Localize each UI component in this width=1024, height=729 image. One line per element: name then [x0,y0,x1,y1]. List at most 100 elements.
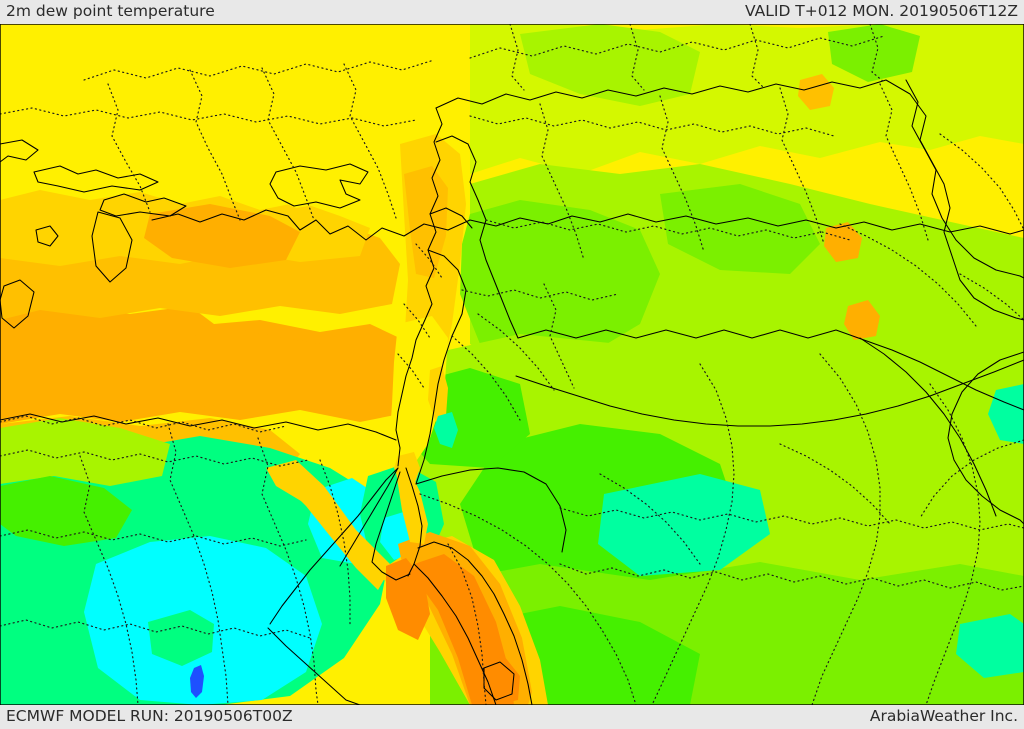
admin-border-syria-2 [539,103,585,261]
admin-border-turkey-5 [343,63,397,219]
admin-border-syria-3 [659,95,705,253]
admin-border-egypt-2 [0,449,309,467]
admin-border-saudi-2 [559,507,1024,531]
border-israel-jordan [415,249,467,485]
admin-border-jordan-2 [477,313,555,391]
admin-border-egypt-5 [79,455,139,705]
admin-border-saudi-9 [779,443,891,525]
admin-border-israel-1 [415,243,443,279]
admin-border-saudi-5 [925,383,981,705]
border-iraq-iran [905,79,1024,279]
field-patch-orange-farasan [480,656,520,705]
map-canvas[interactable] [0,24,1024,705]
admin-border-israel-2 [403,303,431,339]
field-patch-orange-turkey-inland [144,204,300,268]
admin-border-syria-5 [485,219,851,241]
field-patch-teal-deadsea [434,412,458,448]
field-patch-teal-nafud [598,474,770,576]
admin-border-turkey-11 [869,24,885,83]
admin-border-turkey-3 [189,69,241,221]
admin-border-iraq-4 [959,273,1024,321]
admin-border-saudi-3 [651,363,735,705]
field-patch-green-egypt-edge [0,476,132,546]
admin-border-saudi-8 [599,473,701,565]
field-patch-yellowgreen-egypt-west [0,418,170,486]
temperature-field-layer [0,24,1024,705]
boundaries-layer [0,24,1024,705]
border-lebanon-israel [429,207,473,229]
admin-border-saudi-7 [447,543,487,705]
field-strip-gulf-suez-gold [284,468,386,590]
admin-border-egypt-7 [0,619,311,639]
coastline-redsea-west [267,627,361,705]
border-jordan-saudi-nw [515,359,1024,427]
admin-border-egypt-6 [0,529,307,547]
coastline-island-small [35,225,59,247]
coastline-turkey-south [151,209,1024,241]
coastline-rhodes [91,211,133,283]
admin-border-turkey-8 [509,24,525,91]
admin-border-syria-1 [469,115,835,137]
field-patch-green-ne-syria [828,24,920,82]
admin-border-saudi-6 [559,563,1024,591]
admin-border-turkey-10 [749,24,765,89]
admin-border-jordan-1 [461,289,619,301]
field-strip-gulf-aqaba-gold [396,466,428,544]
admin-border-saudi-11 [919,439,1024,519]
coastline-redsea-east-arabia [413,563,497,705]
attribution-label: ArabiaWeather Inc. [869,707,1018,726]
field-patch-green-east-jordan [660,184,820,274]
admin-border-turkey-4 [261,67,315,221]
field-strip-yellow-israel [388,316,448,476]
field-patch-orange-kuwait [798,74,834,110]
coastline-aegean [0,139,39,163]
coastline-levant [395,107,443,467]
border-jordan-saudi-south [415,467,567,553]
model-run-label: ECMWF MODEL RUN: 20190506T00Z [6,707,293,726]
field-patch-deadsea-gold [428,366,448,422]
admin-border-saudi-4 [811,353,881,705]
admin-border-iraq-2 [839,223,977,327]
admin-border-turkey-1 [83,59,435,81]
field-patch-orange-tigris [844,300,880,340]
field-patch-orange-basra [824,222,862,262]
footer-bar: ECMWF MODEL RUN: 20190506T00Z ArabiaWeat… [0,705,1024,729]
admin-border-egypt-4 [257,437,319,705]
coastline-sinai-west [371,471,411,581]
admin-border-turkey-2 [107,83,151,213]
admin-border-saudi-10 [319,459,351,627]
admin-border-iraq-1 [879,83,929,241]
border-saudi-iraq-east [859,337,997,517]
coastline-egypt-north [0,413,397,441]
admin-border-turkey-9 [629,24,645,91]
admin-border-jordan-4 [543,283,575,389]
coastline-gulf-of-suez-west [269,467,399,625]
2m-dew-point-temperature-map[interactable] [0,24,1024,705]
field-patch-blue-minimum [190,665,204,698]
field-patch-cyprus-yellow [244,146,360,208]
field-patch-teal-east [956,614,1024,678]
coastline-arabia-redsea-upper [417,541,533,705]
admin-border-turkey-6 [0,107,417,127]
admin-border-israel-3 [397,353,425,389]
border-egypt-israel [339,467,399,567]
border-jordan-syria-iraq [517,329,1024,411]
field-patch-redsea-core-a [386,558,430,640]
admin-border-iraq-3 [939,133,1024,231]
admin-border-egypt-3 [167,423,229,705]
page-title: 2m dew point temperature [6,2,215,21]
admin-border-syria-4 [779,87,825,245]
field-patch-gold-aqaba-north [394,452,420,486]
admin-border-jordan-3 [451,335,521,421]
coastline-farasan [483,661,515,701]
field-mass-green-jordan-core [460,200,660,364]
coastline-aegean-islands-2 [99,193,187,217]
coastline-cyprus [269,163,369,209]
field-patch-green-aleppo [520,24,700,106]
coastline-persian-gulf [947,351,1024,525]
coastline-aegean-islands-1 [33,165,159,193]
header-bar: 2m dew point temperature VALID T+012 MON… [0,0,1024,24]
field-patch-springgreen-in-cyan [148,610,214,666]
admin-border-saudi-1 [419,493,637,705]
